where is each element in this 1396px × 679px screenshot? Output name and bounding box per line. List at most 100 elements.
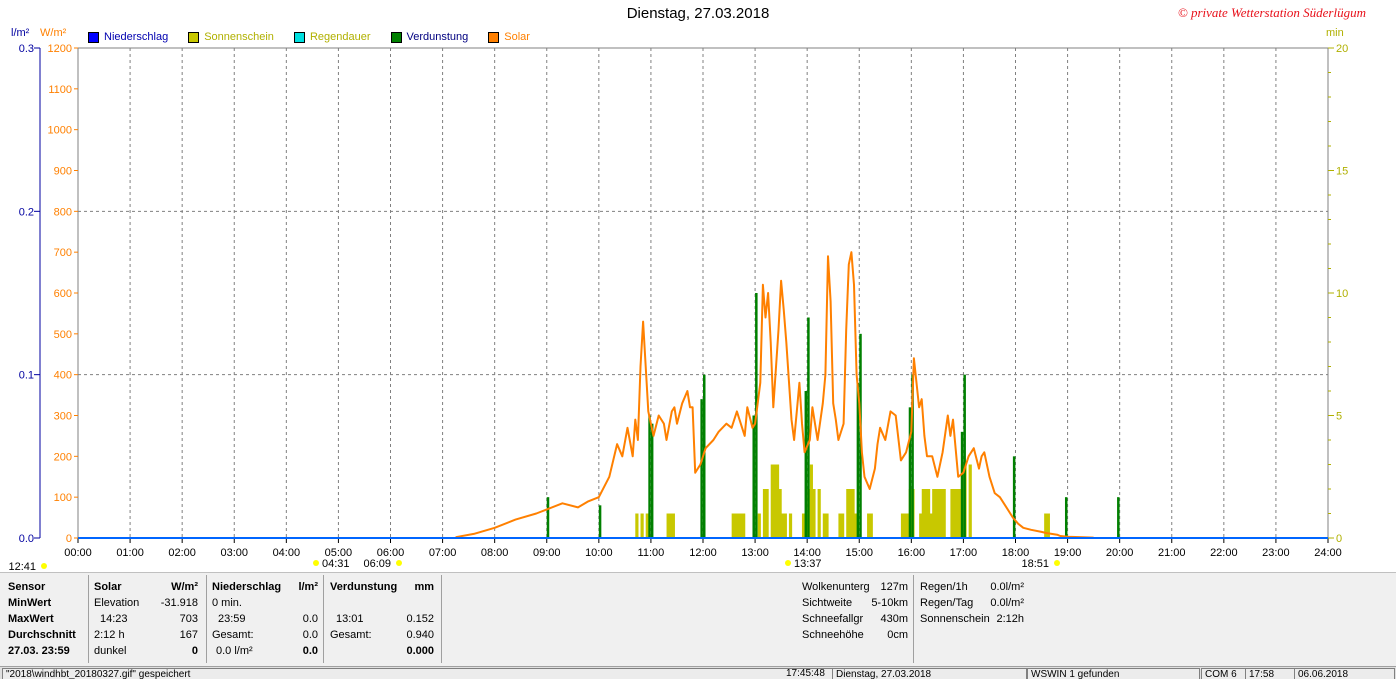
sun-marker	[785, 560, 791, 566]
sunshine-bar	[924, 489, 928, 538]
evaporation-bar	[648, 415, 651, 538]
sunshine-bar	[801, 513, 806, 538]
stats-value: 0.0	[302, 645, 318, 657]
evaporation-bar	[1117, 497, 1120, 538]
sunshine-bar	[919, 513, 923, 538]
stats-value: 0.152	[406, 613, 434, 625]
x-tick-label: 07:00	[429, 547, 457, 559]
legend-item-solar: Solar	[488, 31, 530, 43]
stats-divider	[88, 575, 89, 663]
legend-swatch	[188, 31, 200, 43]
stats-header: Niederschlag	[212, 581, 282, 593]
stats-divider	[913, 575, 914, 663]
legend-swatch	[88, 31, 99, 43]
y-tick-label-precip: 0.1	[19, 370, 34, 382]
sun-time-label: 04:31	[322, 558, 350, 570]
x-tick-label: 23:00	[1262, 547, 1290, 559]
sunshine-bar	[765, 489, 769, 538]
stats-solar-column: Solar W/m² Elevation -31.918 14:23 703 2:12…	[94, 579, 202, 659]
status-clock: 17:58	[1245, 668, 1295, 679]
stats-value: 127m	[880, 581, 908, 593]
stats-cell: Regen/1h	[920, 581, 968, 593]
stats-unit: l/m²	[298, 581, 318, 593]
stats-row-label: Durchschnitt	[8, 629, 76, 641]
y-tick-label-solar: 900	[54, 166, 72, 178]
sunshine-bar	[783, 513, 787, 538]
legend-swatch	[293, 31, 305, 43]
stats-precip-column: Niederschlag l/m² 0 min. 23:59 0.0 Gesamt:…	[212, 579, 318, 659]
sunshine-bar	[838, 513, 842, 538]
stats-value: 167	[179, 629, 198, 641]
stats-value: 0.000	[406, 645, 434, 657]
sunshine-bar	[942, 489, 946, 538]
evaporation-bar	[598, 505, 602, 538]
evaporation-bar	[963, 374, 966, 538]
stats-value: -31.918	[160, 597, 198, 609]
stats-cell: Gesamt:	[212, 629, 254, 641]
x-tick-label: 21:00	[1158, 547, 1186, 559]
sunshine-bar	[929, 513, 933, 538]
sunshine-bar	[906, 513, 910, 538]
legend-label: Verdunstung	[406, 31, 469, 43]
stats-cell: Schneefallgr	[802, 613, 864, 625]
legend-label: Sonnenschein	[204, 31, 274, 43]
stats-header: Verdunstung	[330, 581, 398, 593]
y-tick-label-solar: 100	[54, 492, 72, 504]
sun-time-label: 13:37	[794, 558, 822, 570]
x-tick-label: 14:00	[793, 547, 821, 559]
status-device: WSWIN 1 gefunden	[1027, 668, 1200, 679]
stats-unit: W/m²	[171, 581, 198, 593]
sunshine-bar	[869, 513, 873, 538]
legend-item-sonnenschein: Sonnenschein	[188, 31, 274, 43]
y-tick-label-solar: 200	[54, 451, 72, 463]
sunshine-bar	[900, 513, 905, 538]
stats-row-label: MinWert	[8, 597, 52, 609]
x-tick-label: 24:00	[1314, 547, 1342, 559]
chart-area: 00:00 01:00 02:00 03:00 04:00 05:00 06:00 07:00…	[8, 5, 1366, 572]
x-tick-label: 15:00	[845, 547, 873, 559]
sunshine-bar	[770, 464, 774, 538]
evaporation-bar	[804, 391, 808, 538]
stats-panel: Sensor MinWert MaxWert Durchschnitt 27.0…	[0, 572, 1396, 667]
stats-divider	[323, 575, 324, 663]
sunshine-bar	[666, 513, 670, 538]
unit-minutes: min	[1326, 27, 1344, 39]
x-tick-label: 06:00	[377, 547, 405, 559]
legend-item-niederschlag: Niederschlag	[88, 31, 168, 43]
y-tick-label-precip: 0.2	[19, 206, 34, 218]
y-tick-label-solar: 400	[54, 370, 72, 382]
status-port: COM 6	[1201, 668, 1246, 679]
x-tick-label: 11:00	[638, 547, 665, 559]
stats-sensor-column: Sensor MinWert MaxWert Durchschnitt 27.0…	[8, 579, 88, 659]
sunshine-bar	[841, 513, 845, 538]
evaporation-bar	[911, 374, 914, 538]
x-tick-label: 22:00	[1210, 547, 1238, 559]
sunshine-bar	[1046, 513, 1050, 538]
evaporation-bar	[1012, 456, 1016, 538]
y-tick-label-solar: 1200	[48, 43, 72, 55]
y-tick-label-solar: 700	[54, 247, 72, 259]
x-tick-label: 17:00	[950, 547, 978, 559]
status-bar: "2018\windhbt_20180327.gif" gespeichert …	[0, 666, 1396, 679]
sunshine-bar	[903, 513, 907, 538]
evaporation-bar	[703, 374, 706, 538]
stats-cell: 13:01	[336, 613, 364, 625]
legend-item-verdunstung: Verdunstung	[390, 31, 469, 43]
x-tick-label: 12:00	[689, 547, 717, 559]
stats-value: 5-10km	[871, 597, 908, 609]
sunshine-bar	[773, 464, 777, 538]
stats-evap-column: Verdunstung mm 13:01 0.152 Gesamt: 0.940 0.…	[330, 579, 436, 659]
stats-cell: Elevation	[94, 597, 140, 609]
stats-value: 430m	[880, 613, 908, 625]
sunshine-bar	[846, 489, 850, 538]
stats-value: 0	[191, 645, 198, 657]
sunshine-bar	[926, 489, 931, 538]
evaporation-bar	[700, 399, 703, 538]
sunshine-bar	[671, 513, 675, 538]
legend-label: Solar	[504, 31, 530, 43]
stats-cell: Regen/Tag	[920, 597, 974, 609]
stats-header: Sensor	[8, 581, 46, 593]
sunshine-bar	[742, 513, 746, 538]
stats-cell: 2:12 h	[94, 629, 125, 641]
sunshine-bar	[854, 513, 858, 538]
